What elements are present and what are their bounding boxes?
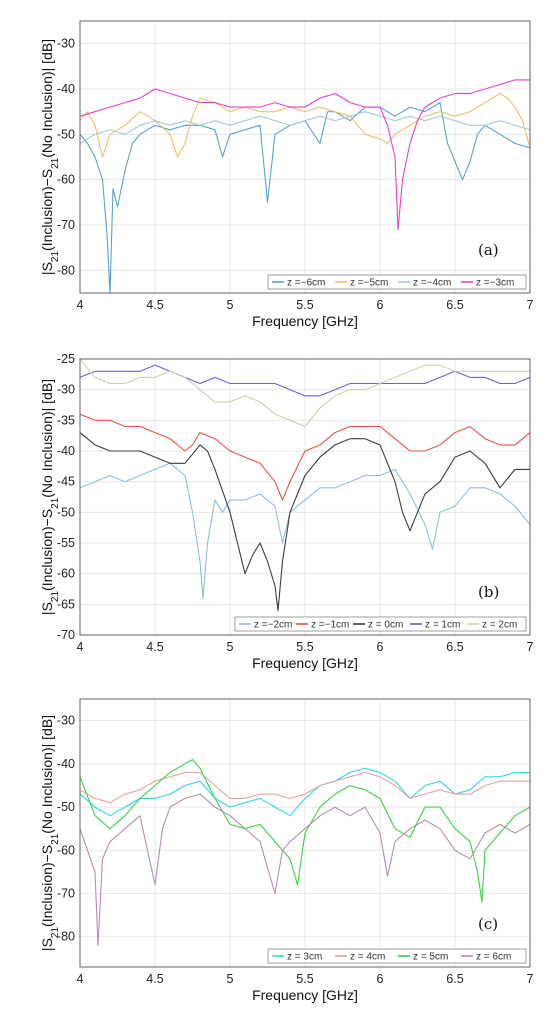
legend-label: z = 4cm [350, 952, 385, 963]
y-axis-title: |S21(Inclusion)−S21(No Inclusion)| [dB] [39, 39, 61, 275]
series-line-3 [79, 432, 530, 612]
panel-tag: (b) [478, 583, 499, 601]
x-tick-label: 5.5 [296, 972, 313, 986]
y-tick-label: -60 [57, 173, 75, 187]
series-line-4 [79, 79, 530, 231]
y-tick-label: -65 [57, 597, 75, 611]
x-tick-label: 4.5 [146, 640, 163, 654]
legend-label: z =−4cm [413, 278, 451, 289]
y-tick-label: -40 [57, 757, 75, 771]
legend-label: z =−6cm [287, 278, 325, 289]
legend-label: z =−3cm [476, 278, 514, 289]
legend-label: z = 3cm [287, 952, 322, 963]
y-tick-label: -80 [57, 263, 75, 277]
y-tick-label: -30 [57, 383, 75, 397]
x-tick-label: 6 [377, 640, 384, 654]
y-tick-label: -55 [57, 536, 75, 550]
x-tick-label: 6.5 [446, 640, 463, 654]
y-tick-label: -50 [57, 800, 75, 814]
x-tick-label: 5.5 [296, 298, 313, 312]
plot-frame [79, 358, 531, 636]
y-tick-label: -70 [57, 628, 75, 642]
legend-box [267, 274, 527, 290]
x-tick-label: 4.5 [146, 298, 163, 312]
y-tick-label: -70 [57, 887, 75, 901]
y-tick-label: -45 [57, 475, 75, 489]
x-tick-label: 5 [227, 298, 234, 312]
panel-2: 4 4.5 5 5.5 6 6.5 7 -70 -65 -60 -55 -50 -45 -40 -35 -30… [39, 352, 534, 671]
legend-label: z = 2cm [482, 620, 517, 631]
series-line-3 [79, 111, 531, 144]
x-tick-label: 4 [77, 972, 84, 986]
y-tick-label: -70 [57, 218, 75, 232]
y-tick-label: -40 [57, 82, 75, 96]
x-tick-label: 5.5 [296, 640, 313, 654]
legend-label: z = 1cm [425, 620, 460, 631]
panel-tag: (c) [478, 915, 498, 933]
y-tick-label: -30 [57, 714, 75, 728]
plot-frame [79, 698, 531, 968]
series-line-1 [79, 102, 531, 294]
x-tick-label: 5 [227, 640, 234, 654]
y-tick-label: -60 [57, 567, 75, 581]
legend-label: z =−2cm [254, 620, 292, 631]
series-line-4 [79, 793, 531, 946]
x-axis-title: Frequency [GHz] [252, 987, 358, 1003]
x-tick-label: 5 [227, 972, 234, 986]
y-tick-label: -50 [57, 505, 75, 519]
legend-label: z =−1cm [311, 620, 349, 631]
x-tick-label: 6.5 [446, 972, 463, 986]
x-tick-label: 6.5 [446, 298, 463, 312]
panel-3: 4 4.5 5 5.5 6 6.5 7 -80 -70 -60 -50 -40 -30 Frequency… [39, 698, 534, 1003]
x-tick-label: 6 [377, 298, 384, 312]
legend-label: z = 6cm [476, 952, 511, 963]
panel-1: 4 4.5 5 5.5 6 6.5 7 -80 -70 -60 -50 -40 -30 Frequency… [39, 20, 534, 329]
legend: z =−6cm z =−5cm z =−4cm z =−3cm [267, 274, 527, 290]
x-tick-label: 4 [77, 298, 84, 312]
y-axis-title: |S21(Inclusion)−S21(No Inclusion)| [dB] [39, 379, 61, 615]
series-line-2 [79, 413, 531, 501]
y-tick-label: -30 [57, 37, 75, 51]
y-tick-label: -40 [57, 444, 75, 458]
legend: z =−2cm z =−1cm z = 0cm z = 1cm z = 2cm [234, 616, 527, 632]
x-tick-label: 6 [377, 972, 384, 986]
y-tick-label: -25 [57, 352, 75, 366]
series-line-3 [79, 758, 531, 903]
series-line-2 [79, 771, 530, 804]
x-tick-label: 7 [527, 972, 534, 986]
x-axis-title: Frequency [GHz] [252, 655, 358, 671]
x-axis-title: Frequency [GHz] [252, 313, 358, 329]
legend: z = 3cm z = 4cm z = 5cm z = 6cm [267, 948, 527, 964]
series-line-5 [79, 358, 530, 428]
x-tick-label: 7 [527, 298, 534, 312]
y-tick-label: -60 [57, 843, 75, 857]
x-tick-label: 4.5 [146, 972, 163, 986]
series-line-2 [79, 92, 531, 158]
y-tick-label: -50 [57, 127, 75, 141]
legend-label: z = 5cm [413, 952, 448, 963]
panel-tag: (a) [478, 241, 499, 259]
legend-box [234, 616, 527, 632]
legend-box [267, 948, 527, 964]
legend-label: z =−5cm [350, 278, 388, 289]
legend-label: z = 0cm [368, 620, 403, 631]
y-tick-label: -35 [57, 413, 75, 427]
y-tick-label: -80 [57, 930, 75, 944]
x-tick-label: 4 [77, 640, 84, 654]
y-axis-title: |S21(Inclusion)−S21(No Inclusion)| [dB] [39, 715, 61, 951]
x-tick-label: 7 [527, 640, 534, 654]
plot-frame [79, 20, 531, 294]
